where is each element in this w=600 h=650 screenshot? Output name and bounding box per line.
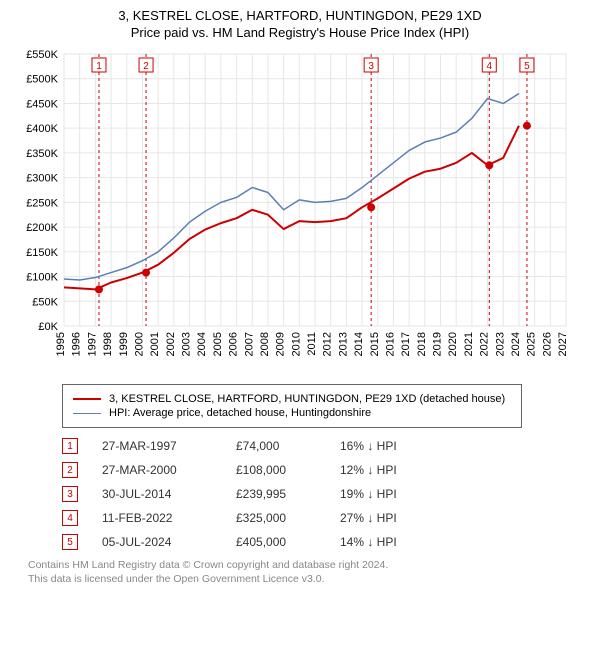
svg-text:1: 1	[96, 61, 102, 72]
event-price: £325,000	[236, 511, 316, 525]
event-date: 30-JUL-2014	[102, 487, 212, 501]
svg-text:5: 5	[524, 61, 530, 72]
title-subtitle: Price paid vs. HM Land Registry's House …	[14, 25, 586, 40]
svg-text:2015: 2015	[369, 332, 381, 356]
event-date: 27-MAR-2000	[102, 463, 212, 477]
svg-text:1998: 1998	[102, 332, 114, 356]
event-diff: 14% ↓ HPI	[340, 535, 450, 549]
svg-text:2018: 2018	[416, 332, 428, 356]
svg-text:2008: 2008	[259, 332, 271, 356]
svg-text:£50K: £50K	[32, 296, 58, 308]
legend-label: 3, KESTREL CLOSE, HARTFORD, HUNTINGDON, …	[109, 393, 505, 405]
svg-text:2011: 2011	[306, 332, 318, 356]
svg-text:2019: 2019	[432, 332, 444, 356]
svg-text:£550K: £550K	[26, 49, 58, 61]
legend-row: HPI: Average price, detached house, Hunt…	[73, 407, 511, 419]
svg-text:£100K: £100K	[26, 272, 58, 284]
svg-text:2009: 2009	[275, 332, 287, 356]
svg-text:2004: 2004	[196, 332, 208, 356]
svg-text:2025: 2025	[526, 332, 538, 356]
footnote: Contains HM Land Registry data © Crown c…	[28, 558, 586, 586]
event-diff: 12% ↓ HPI	[340, 463, 450, 477]
event-diff: 19% ↓ HPI	[340, 487, 450, 501]
event-marker: 5	[62, 534, 78, 550]
legend-swatch	[73, 413, 101, 414]
chart-area: 1995199619971998199920002001200220032004…	[14, 46, 586, 376]
svg-text:1997: 1997	[86, 332, 98, 356]
svg-text:2005: 2005	[212, 332, 224, 356]
svg-text:1996: 1996	[71, 332, 83, 356]
title-block: 3, KESTREL CLOSE, HARTFORD, HUNTINGDON, …	[14, 8, 586, 40]
event-marker: 4	[62, 510, 78, 526]
sale-events-table: 1 27-MAR-1997 £74,000 16% ↓ HPI 2 27-MAR-2000…	[62, 438, 586, 550]
event-price: £239,995	[236, 487, 316, 501]
event-diff: 27% ↓ HPI	[340, 511, 450, 525]
svg-text:2027: 2027	[557, 332, 569, 356]
svg-text:2002: 2002	[165, 332, 177, 356]
event-date: 05-JUL-2024	[102, 535, 212, 549]
svg-text:2012: 2012	[322, 332, 334, 356]
footnote-line-2: This data is licensed under the Open Gov…	[28, 572, 586, 586]
svg-text:2001: 2001	[149, 332, 161, 356]
svg-text:4: 4	[487, 61, 493, 72]
event-row: 4 11-FEB-2022 £325,000 27% ↓ HPI	[62, 510, 586, 526]
svg-text:3: 3	[368, 61, 374, 72]
svg-text:2010: 2010	[290, 332, 302, 356]
chart-container: 3, KESTREL CLOSE, HARTFORD, HUNTINGDON, …	[0, 0, 600, 596]
legend-box: 3, KESTREL CLOSE, HARTFORD, HUNTINGDON, …	[62, 384, 522, 428]
svg-text:2000: 2000	[133, 332, 145, 356]
svg-text:2022: 2022	[479, 332, 491, 356]
svg-text:2: 2	[143, 61, 149, 72]
svg-text:2006: 2006	[228, 332, 240, 356]
event-marker: 2	[62, 462, 78, 478]
svg-text:2023: 2023	[494, 332, 506, 356]
event-price: £108,000	[236, 463, 316, 477]
svg-text:1995: 1995	[55, 332, 67, 356]
svg-text:2024: 2024	[510, 332, 522, 356]
svg-text:2003: 2003	[181, 332, 193, 356]
svg-text:£200K: £200K	[26, 222, 58, 234]
svg-text:2013: 2013	[337, 332, 349, 356]
event-diff: 16% ↓ HPI	[340, 439, 450, 453]
svg-text:2017: 2017	[400, 332, 412, 356]
event-row: 1 27-MAR-1997 £74,000 16% ↓ HPI	[62, 438, 586, 454]
footnote-line-1: Contains HM Land Registry data © Crown c…	[28, 558, 586, 572]
legend-label: HPI: Average price, detached house, Hunt…	[109, 407, 371, 419]
event-marker: 1	[62, 438, 78, 454]
svg-text:2007: 2007	[243, 332, 255, 356]
event-row: 3 30-JUL-2014 £239,995 19% ↓ HPI	[62, 486, 586, 502]
svg-text:£0K: £0K	[38, 321, 58, 333]
legend-row: 3, KESTREL CLOSE, HARTFORD, HUNTINGDON, …	[73, 393, 511, 405]
svg-text:1999: 1999	[118, 332, 130, 356]
chart-svg: 1995199619971998199920002001200220032004…	[14, 46, 574, 376]
event-date: 11-FEB-2022	[102, 511, 212, 525]
event-marker: 3	[62, 486, 78, 502]
svg-text:2020: 2020	[447, 332, 459, 356]
event-row: 2 27-MAR-2000 £108,000 12% ↓ HPI	[62, 462, 586, 478]
svg-text:£400K: £400K	[26, 123, 58, 135]
svg-text:£500K: £500K	[26, 74, 58, 86]
svg-text:2016: 2016	[384, 332, 396, 356]
svg-text:£300K: £300K	[26, 173, 58, 185]
svg-text:2026: 2026	[541, 332, 553, 356]
svg-text:£250K: £250K	[26, 197, 58, 209]
event-price: £405,000	[236, 535, 316, 549]
event-row: 5 05-JUL-2024 £405,000 14% ↓ HPI	[62, 534, 586, 550]
legend-swatch	[73, 398, 101, 400]
svg-text:2014: 2014	[353, 332, 365, 356]
svg-text:2021: 2021	[463, 332, 475, 356]
event-price: £74,000	[236, 439, 316, 453]
svg-text:£350K: £350K	[26, 148, 58, 160]
svg-text:£450K: £450K	[26, 98, 58, 110]
event-date: 27-MAR-1997	[102, 439, 212, 453]
title-address: 3, KESTREL CLOSE, HARTFORD, HUNTINGDON, …	[14, 8, 586, 23]
svg-text:£150K: £150K	[26, 247, 58, 259]
